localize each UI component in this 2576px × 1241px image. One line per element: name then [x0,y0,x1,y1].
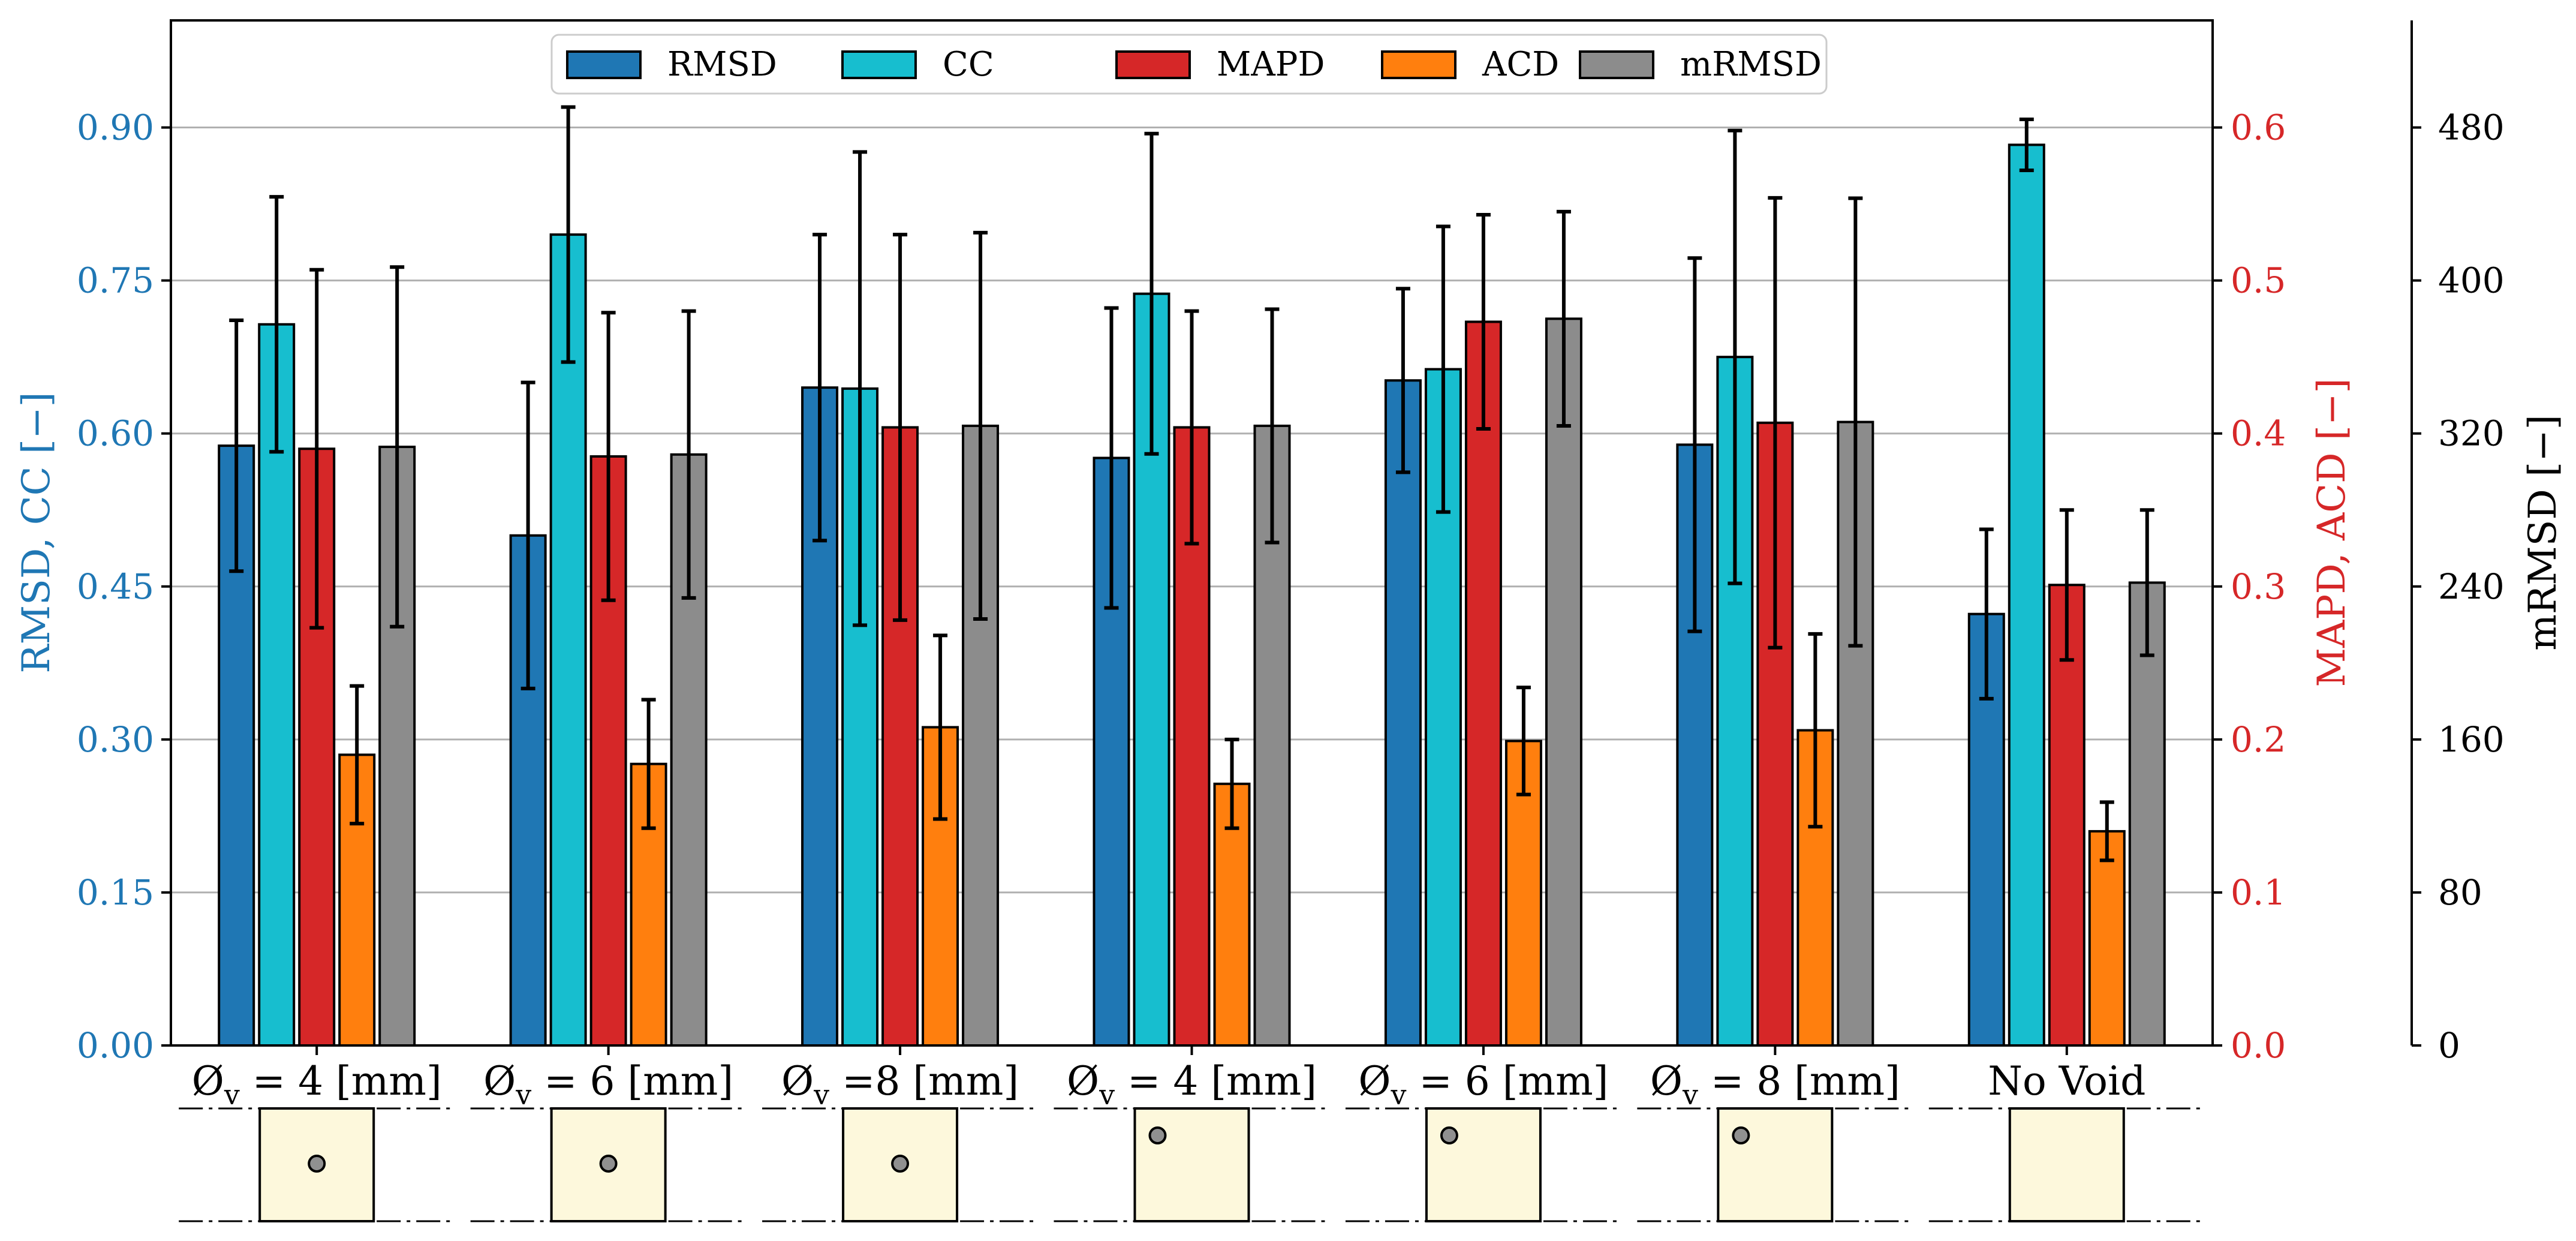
legend-swatch-cc [841,50,917,79]
legend-swatch-rmsd [566,50,642,79]
right2-tick-label: 320 [2438,413,2505,454]
left-tick-label: 0.45 [77,566,154,607]
specimen-diagram [1928,1107,2205,1222]
right2-axis-label: mRMSD [−] [2521,414,2565,650]
legend-label-mapd: MAPD [1217,45,1325,84]
left-tick-label: 0.15 [77,872,154,913]
void-marker [1148,1126,1167,1144]
legend-swatch-acd [1381,50,1456,79]
specimen-square [2008,1107,2125,1222]
legend-label-mrmsd: mRMSD [1680,45,1822,84]
void-marker [308,1155,326,1173]
x-tick-label: Øv = 8 [mm] [1650,1058,1900,1111]
right-tick-label: 0.3 [2231,566,2286,607]
left-tick-label: 0.30 [77,719,154,760]
bar-rmsd [1384,379,1422,1047]
legend-swatch-mapd [1115,50,1191,79]
x-tick-label: Øv = 6 [mm] [483,1058,733,1111]
right2-tick-label: 160 [2438,719,2505,760]
bar-cc [2008,143,2045,1047]
right-tick-label: 0.1 [2231,872,2286,913]
specimen-diagram [470,1107,747,1222]
specimen-diagram [1054,1107,1330,1222]
specimen-diagram [762,1107,1039,1222]
x-tick-label: Øv = 6 [mm] [1358,1058,1608,1111]
bar-mapd [2048,584,2086,1047]
right-axis-label: MAPD, ACD [−] [2310,378,2354,687]
specimen-diagrams [179,1107,2205,1222]
specimen-square [1425,1107,1542,1222]
specimen-diagram [1637,1107,1913,1222]
legend: RMSD CC MAPD ACD mRMSD [550,34,1828,95]
bar-mrmsd [1545,317,1582,1047]
bars-layer [218,143,2166,1047]
bar-acd [1213,782,1251,1047]
right2-tick-label: 480 [2438,107,2505,148]
specimen-diagram [179,1107,455,1222]
legend-label-rmsd: RMSD [667,45,777,84]
left-tick-label: 0.90 [77,107,154,148]
specimen-diagram [1345,1107,1621,1222]
right2-tick-label: 0 [2438,1025,2460,1066]
legend-label-acd: ACD [1482,45,1559,84]
void-marker [1732,1126,1750,1144]
void-marker [1440,1126,1458,1144]
right-tick-label: 0.5 [2231,260,2286,301]
specimen-square [1133,1107,1250,1222]
right2-tick-label: 400 [2438,260,2505,301]
axes-layer: 0.000.150.300.450.600.750.900.00.10.20.3… [77,20,2505,1066]
left-tick-label: 0.60 [77,413,154,454]
void-marker [599,1155,618,1173]
right-tick-label: 0.2 [2231,719,2286,760]
right-tick-label: 0.0 [2231,1025,2286,1066]
right2-tick-label: 80 [2438,872,2482,913]
right-tick-label: 0.4 [2231,413,2286,454]
specimen-square [1717,1107,1834,1222]
void-marker [891,1155,910,1173]
x-tick-label: Øv = 4 [mm] [1067,1058,1317,1111]
error-bars-layer [229,105,2154,863]
legend-label-cc: CC [943,45,994,84]
x-tick-label: No Void [1988,1058,2145,1104]
left-axis-label: RMSD, CC [−] [14,392,59,673]
x-tick-label: Øv = 4 [mm] [192,1058,442,1111]
legend-swatch-mrmsd [1579,50,1654,79]
right-tick-label: 0.6 [2231,107,2286,148]
left-tick-label: 0.00 [77,1025,154,1066]
bar-mapd [1464,320,1502,1047]
x-tick-labels: Øv = 4 [mm] Øv = 6 [mm] Øv =8 [mm] Øv = 4 [… [192,1045,2145,1111]
bar-acd [2088,830,2126,1047]
left-tick-label: 0.75 [77,260,154,301]
right2-tick-label: 240 [2438,566,2505,607]
x-tick-label: Øv =8 [mm] [781,1058,1019,1111]
